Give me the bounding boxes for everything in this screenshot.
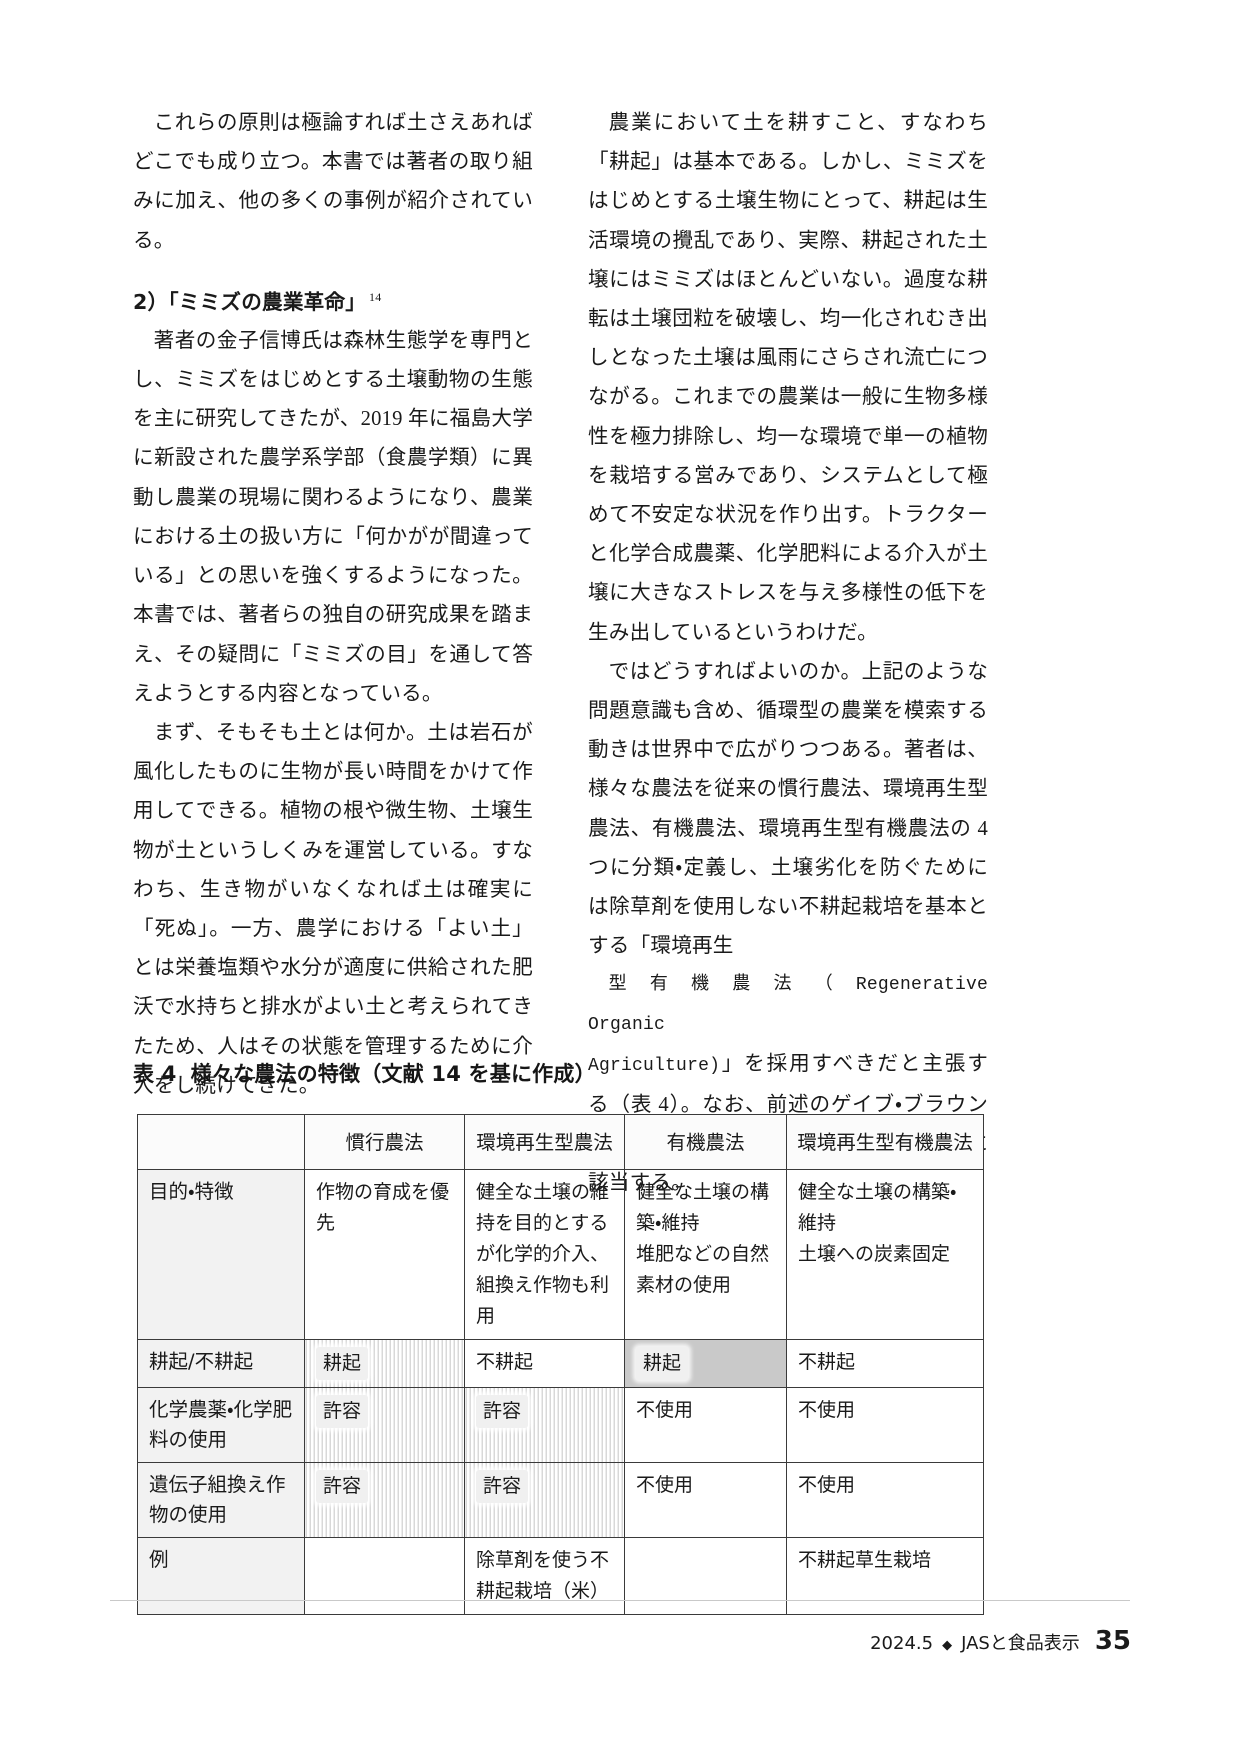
row-header-agrochemicals: 化学農薬・化学肥料の使用 — [137, 1387, 305, 1463]
left-paragraph-3: まず、そもそも土とは何か。土は岩石が風化したものに生物が長い時間をかけて作用して… — [133, 721, 533, 1097]
body-columns: これらの原則は極論すれば土さえあればどこでも成り立つ。本書では著者の取り組みに加… — [133, 104, 988, 1204]
cell-chip: 許容 — [476, 1470, 529, 1503]
cell-agrochemicals-conventional: 許容 — [304, 1387, 465, 1463]
right-column: 農業において土を耕すこと、すなわち「耕起」は基本である。しかし、ミミズをはじめと… — [588, 104, 988, 1204]
cell-line: 土壌への炭素固定 — [798, 1244, 951, 1265]
table-caption: 表 4 様々な農法の特徴（文献 14 を基に作成） — [133, 1058, 596, 1088]
right-paragraph-2-part-a: ではどうすればよいのか。上記のような問題意識も含め、循環型の農業を模索する動きは… — [588, 660, 988, 958]
cell-line: 健全な土壌の構築・維持 — [798, 1182, 957, 1234]
cell-example-organic — [624, 1537, 787, 1615]
footer-publication: JASと食品表示 — [961, 1633, 1080, 1654]
section-heading-footnote: 14 — [369, 289, 382, 304]
table-header-conventional: 慣行農法 — [304, 1114, 465, 1170]
table-header-organic: 有機農法 — [624, 1114, 787, 1170]
cell-gmo-regenerative-organic: 不使用 — [786, 1462, 984, 1538]
cell-chip: 許容 — [476, 1395, 529, 1428]
cell-line: 健全な土壌の構築・維持 — [636, 1182, 770, 1234]
cell-chip: 許容 — [316, 1470, 369, 1503]
table-caption-label: 表 4 — [133, 1062, 177, 1086]
table-row: 遺伝子組換え作物の使用 許容 許容 不使用 不使用 — [137, 1462, 984, 1538]
cell-example-regenerative: 除草剤を使う不耕起栽培（米） — [464, 1537, 625, 1615]
row-header-purpose: 目的・特徴 — [137, 1169, 305, 1340]
cell-example-conventional — [304, 1537, 465, 1615]
cell-agrochemicals-regenerative: 許容 — [464, 1387, 625, 1463]
diamond-icon: ◆ — [942, 1638, 953, 1653]
cell-purpose-regenerative: 健全な土壌の維持を目的とするが化学的介入、組換え作物も利用 — [464, 1169, 625, 1340]
page-footer: 2024.5 ◆ JASと食品表示 35 — [870, 1626, 1131, 1656]
cell-gmo-conventional: 許容 — [304, 1462, 465, 1538]
table-row: 例 除草剤を使う不耕起栽培（米） 不耕起草生栽培 — [137, 1537, 984, 1615]
regenerative-organic-line-1: 型 有 機 農 法 （ Regenerative Organic — [588, 975, 988, 1035]
right-paragraph-1: 農業において土を耕すこと、すなわち「耕起」は基本である。しかし、ミミズをはじめと… — [588, 112, 988, 644]
cell-chip: 耕起 — [316, 1347, 369, 1380]
regenerative-organic-line-2: Agriculture) — [588, 1055, 721, 1076]
right-paragraph-2-part-b: 」を採用すべきだと主張する（表 — [588, 1052, 988, 1117]
cell-purpose-conventional: 作物の育成を優先 — [304, 1169, 465, 1340]
table-row: 目的・特徴 作物の育成を優先 健全な土壌の維持を目的とするが化学的介入、組換え作… — [137, 1169, 984, 1340]
left-paragraph-1: これらの原則は極論すれば土さえあればどこでも成り立つ。本書では著者の取り組みに加… — [133, 112, 533, 252]
cell-chip: 耕起 — [636, 1347, 689, 1380]
footer-divider — [110, 1600, 1130, 1601]
cell-gmo-organic: 不使用 — [624, 1462, 787, 1538]
table-row: 化学農薬・化学肥料の使用 許容 許容 不使用 不使用 — [137, 1387, 984, 1463]
cell-chip: 許容 — [316, 1395, 369, 1428]
footer-issue: 2024.5 — [870, 1633, 934, 1654]
row-header-example: 例 — [137, 1537, 305, 1615]
table-caption-text: 様々な農法の特徴（文献 14 を基に作成） — [190, 1062, 596, 1086]
cell-tillage-regenerative-organic: 不耕起 — [786, 1339, 984, 1388]
row-header-tillage: 耕起/不耕起 — [137, 1339, 305, 1388]
farming-methods-table-wrapper: 慣行農法 環境再生型農法 有機農法 環境再生型有機農法 目的・特徴 作物の育成を… — [137, 1114, 984, 1615]
cell-purpose-regenerative-organic: 健全な土壌の構築・維持 土壌への炭素固定 — [786, 1169, 984, 1340]
farming-methods-table: 慣行農法 環境再生型農法 有機農法 環境再生型有機農法 目的・特徴 作物の育成を… — [137, 1114, 984, 1615]
row-header-gmo: 遺伝子組換え作物の使用 — [137, 1462, 305, 1538]
table-header-regenerative-organic: 環境再生型有機農法 — [786, 1114, 984, 1170]
left-column: これらの原則は極論すれば土さえあればどこでも成り立つ。本書では著者の取り組みに加… — [133, 104, 533, 1204]
cell-tillage-conventional: 耕起 — [304, 1339, 465, 1388]
cell-tillage-organic: 耕起 — [624, 1339, 787, 1388]
table-header-corner — [137, 1114, 305, 1170]
table-header-row: 慣行農法 環境再生型農法 有機農法 環境再生型有機農法 — [137, 1114, 984, 1170]
cell-line: 堆肥などの自然素材の使用 — [636, 1244, 770, 1296]
cell-purpose-organic: 健全な土壌の構築・維持 堆肥などの自然素材の使用 — [624, 1169, 787, 1340]
section-heading-text: 2）「ミミズの農業革命」 — [133, 289, 367, 314]
cell-tillage-regenerative: 不耕起 — [464, 1339, 625, 1388]
page-number: 35 — [1094, 1626, 1131, 1656]
table-row: 耕起/不耕起 耕起 不耕起 耕起 不耕起 — [137, 1339, 984, 1388]
cell-example-regenerative-organic: 不耕起草生栽培 — [786, 1537, 984, 1615]
left-paragraph-2: 著者の金子信博氏は森林生態学を専門とし、ミミズをはじめとする土壌動物の生態を主に… — [133, 329, 533, 705]
section-heading: 2）「ミミズの農業革命」 14 — [133, 278, 533, 322]
cell-agrochemicals-regenerative-organic: 不使用 — [786, 1387, 984, 1463]
cell-agrochemicals-organic: 不使用 — [624, 1387, 787, 1463]
table-header-regenerative: 環境再生型農法 — [464, 1114, 625, 1170]
cell-gmo-regenerative: 許容 — [464, 1462, 625, 1538]
